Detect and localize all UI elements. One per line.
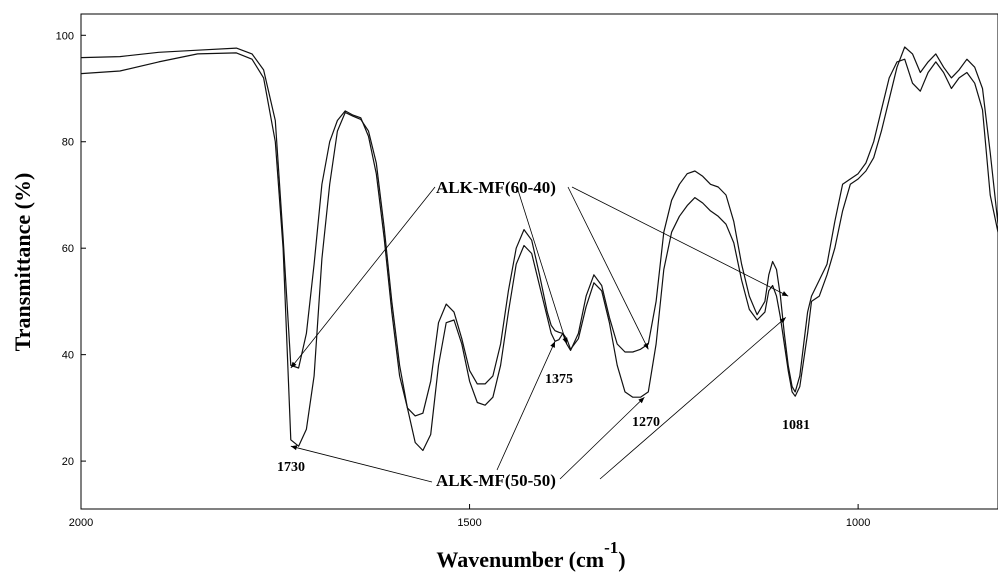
annotation-arrow-line [516, 186, 568, 345]
x-tick-label: 1000 [846, 517, 870, 529]
annotation-arrowhead [781, 291, 789, 297]
annotation-arrowhead [290, 445, 298, 451]
annotation-arrow-line [290, 445, 433, 483]
peak-label-1730: 1730 [277, 460, 305, 475]
x-axis-title-end: ) [618, 547, 625, 572]
y-axis-ticks: 20 40 60 80 100 [56, 30, 86, 468]
x-tick-label: 2000 [69, 517, 93, 529]
peak-label-1081: 1081 [782, 418, 810, 433]
peak-label-1270: 1270 [632, 415, 660, 430]
peak-label-1375: 1375 [545, 372, 573, 387]
x-axis-ticks: 2000 1500 1000 [69, 504, 870, 529]
annotation-arrow-line [290, 186, 436, 369]
annotation-arrowhead [562, 337, 568, 344]
annotation-arrow-line [496, 341, 556, 471]
annotation-arrowhead [290, 361, 297, 368]
y-tick-label: 20 [62, 456, 74, 468]
annotation-arrow-line [599, 317, 787, 480]
x-axis-title-sup: -1 [604, 538, 618, 557]
y-tick-label: 60 [62, 243, 74, 255]
annotation-arrows [290, 186, 789, 483]
plot-area [80, 13, 998, 510]
y-tick-label: 100 [56, 30, 74, 42]
label-alk-mf-60-40: ALK-MF(60-40) [436, 178, 556, 197]
annotation-arrow-line [571, 186, 789, 297]
annotation-arrowhead [779, 317, 786, 324]
annotation-arrowhead [638, 397, 645, 404]
x-axis-title: Wavenumber (cm-1) [436, 538, 625, 572]
y-tick-label: 40 [62, 350, 74, 362]
annotation-arrowhead [643, 342, 649, 350]
label-alk-mf-50-50: ALK-MF(50-50) [436, 471, 556, 490]
x-tick-label: 1500 [457, 517, 481, 529]
y-axis-title: Transmittance (%) [10, 173, 35, 352]
series-lines [80, 46, 998, 452]
annotation-arrow-line [559, 396, 645, 480]
x-axis-title-main: Wavenumber (cm [436, 547, 604, 572]
series-line-2 [80, 47, 998, 417]
y-tick-label: 80 [62, 137, 74, 149]
annotation-arrowhead [550, 341, 556, 348]
annotation-arrow-line [567, 186, 649, 350]
